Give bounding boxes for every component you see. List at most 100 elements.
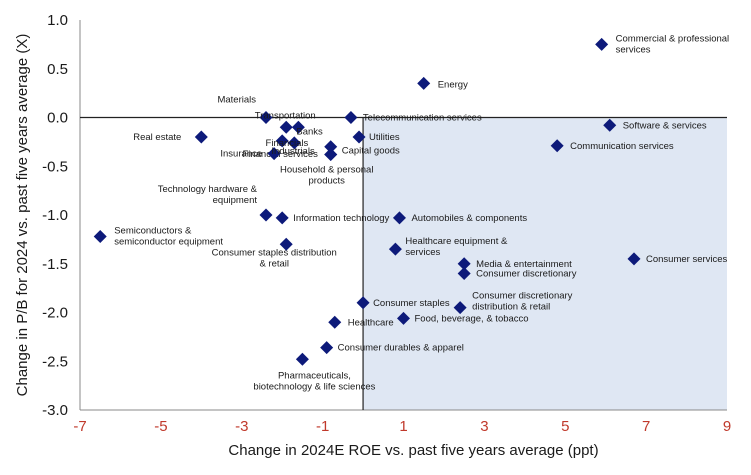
point-marker	[595, 37, 609, 51]
point-label: Insurance	[220, 149, 262, 160]
point-marker	[291, 120, 305, 134]
point-marker	[194, 130, 208, 144]
point-label: Software & services	[623, 120, 707, 131]
scatter-point: Consumer durables & apparel	[320, 341, 464, 355]
scatter-point: Transportation	[255, 110, 316, 134]
point-label: Capital goods	[342, 146, 400, 157]
point-label: Transportation	[255, 110, 316, 121]
y-tick-label: -2.0	[42, 305, 68, 322]
x-tick-label: 5	[561, 418, 569, 435]
point-label: Materials	[217, 95, 256, 106]
point-marker	[259, 208, 273, 222]
scatter-point: Financials	[266, 136, 309, 150]
scatter-point: Communication services	[550, 139, 674, 153]
point-label: Utilities	[369, 132, 400, 143]
scatter-point: Consumer staples	[356, 296, 450, 310]
point-label: Pharmaceuticals, biotechnology & life sci…	[253, 370, 375, 392]
scatter-point: Semiconductors & semiconductor equipment	[93, 225, 223, 247]
point-marker	[356, 296, 370, 310]
scatter-point: Real estate	[133, 130, 208, 144]
point-marker	[388, 242, 402, 256]
point-marker	[397, 311, 410, 325]
scatter-point: Materials	[217, 95, 273, 124]
scatter-point: Banks	[291, 120, 323, 137]
y-tick-label: 0.5	[47, 61, 68, 78]
point-label: Real estate	[133, 132, 181, 143]
scatter-point: Household & personal products	[280, 148, 373, 187]
data-points: Commercial & professional services Energy M…	[93, 33, 729, 392]
point-marker	[453, 301, 467, 315]
point-label: Telecommunication services	[363, 113, 482, 124]
point-marker	[279, 237, 293, 251]
x-tick-label: 3	[480, 418, 488, 435]
point-marker	[324, 140, 338, 154]
point-marker	[457, 257, 471, 271]
x-tick-label: -5	[154, 418, 167, 435]
point-marker	[275, 211, 289, 225]
scatter-point: Information technology	[275, 211, 390, 225]
point-marker	[324, 148, 338, 162]
scatter-point: Consumer staples distribution & retail	[212, 237, 337, 269]
point-marker	[352, 130, 366, 144]
point-label: Information technology	[293, 213, 389, 224]
point-marker	[267, 147, 281, 161]
point-label: Media & entertainment	[476, 259, 572, 270]
point-label: Consumer services	[646, 254, 728, 265]
scatter-point: Consumer discretionary distribution & ret…	[453, 291, 573, 315]
scatter-point: Software & services	[603, 118, 707, 132]
point-label: Consumer durables & apparel	[338, 343, 464, 354]
x-tick-label: 7	[642, 418, 650, 435]
y-tick-labels: 1.0 0.5 0.0 -0.5 -1.0 -1.5 -2.0 -2.5 -3.0	[42, 12, 68, 419]
scatter-point: Pharmaceuticals, biotechnology & life sci…	[253, 352, 376, 392]
scatter-point: Energy	[417, 76, 468, 90]
point-marker	[259, 111, 273, 124]
point-marker	[550, 139, 564, 153]
point-label: Semiconductors & semiconductor equipment	[114, 225, 223, 247]
point-marker	[279, 120, 293, 134]
point-label: Banks	[296, 126, 323, 137]
y-tick-label: -1.0	[42, 207, 68, 224]
y-tick-label: -3.0	[42, 402, 68, 419]
point-marker	[392, 211, 406, 225]
scatter-point: Telecommunication services	[344, 111, 482, 124]
x-tick-labels: -7 -5 -3 -1 1 3 5 7 9	[73, 418, 731, 435]
point-label: Energy	[438, 79, 468, 90]
point-label: Industrials	[271, 146, 315, 157]
x-tick-label: -7	[73, 418, 86, 435]
shaded-quadrant	[363, 117, 727, 410]
point-marker	[417, 76, 431, 90]
point-label: Household & personal products	[280, 165, 373, 187]
x-tick-label: 1	[399, 418, 407, 435]
scatter-point: Media & entertainment	[457, 257, 572, 271]
scatter-point: Healthcare	[328, 315, 394, 329]
point-label: Consumer discretionary	[476, 269, 577, 280]
y-tick-label: 0.0	[47, 110, 68, 127]
scatter-point: Healthcare equipment & services	[388, 236, 508, 258]
y-axis-title: Change in P/B for 2024 vs. past five yea…	[14, 34, 31, 397]
point-marker	[287, 136, 301, 150]
point-marker	[320, 341, 334, 355]
point-label: Healthcare	[348, 317, 394, 328]
point-marker	[275, 134, 289, 148]
y-tick-label: -0.5	[42, 158, 68, 175]
scatter-point: Food, beverage, & tobacco	[397, 311, 529, 325]
point-label: Consumer staples	[373, 298, 450, 309]
point-label: Financials	[266, 138, 309, 149]
point-marker	[328, 315, 342, 329]
scatter-point: Commercial & professional services	[595, 33, 729, 55]
y-tick-label: -2.5	[42, 353, 68, 370]
point-label: Financial services	[242, 149, 318, 160]
scatter-point: Utilities	[352, 130, 400, 144]
point-label: Consumer discretionary distribution & ret…	[472, 291, 573, 313]
scatter-point: Insurance	[220, 147, 281, 161]
y-tick-label: 1.0	[47, 12, 68, 29]
scatter-point: Consumer discretionary	[457, 267, 577, 280]
point-label: Healthcare equipment & services	[405, 236, 508, 258]
x-tick-label: 9	[723, 418, 731, 435]
x-axis-title: Change in 2024E ROE vs. past five years …	[228, 442, 598, 459]
scatter-point: Financial services	[242, 134, 318, 160]
x-tick-label: -3	[235, 418, 248, 435]
point-marker	[457, 267, 471, 280]
y-tick-label: -1.5	[42, 256, 68, 273]
